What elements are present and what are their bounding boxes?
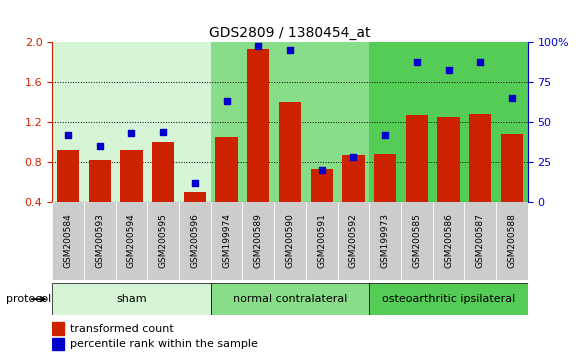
Bar — [338, 42, 369, 202]
Text: GSM200596: GSM200596 — [190, 213, 200, 268]
Bar — [338, 202, 369, 280]
Text: GSM200589: GSM200589 — [254, 213, 263, 268]
Text: protocol: protocol — [6, 294, 51, 304]
Text: osteoarthritic ipsilateral: osteoarthritic ipsilateral — [382, 294, 515, 304]
Text: transformed count: transformed count — [70, 324, 174, 333]
Bar — [84, 42, 115, 202]
Point — [317, 167, 327, 173]
Bar — [279, 102, 301, 202]
Title: GDS2809 / 1380454_at: GDS2809 / 1380454_at — [209, 26, 371, 40]
Text: GSM200587: GSM200587 — [476, 213, 485, 268]
Point — [190, 180, 200, 185]
Bar — [465, 42, 496, 202]
Bar — [216, 137, 238, 202]
Point — [127, 131, 136, 136]
Point — [508, 96, 517, 101]
Bar — [84, 202, 115, 280]
Point — [158, 129, 168, 135]
Point — [476, 59, 485, 64]
Bar — [57, 150, 79, 202]
Text: GSM199974: GSM199974 — [222, 213, 231, 268]
Bar — [437, 117, 459, 202]
Bar — [369, 283, 528, 315]
Bar — [401, 202, 433, 280]
Bar — [369, 42, 401, 202]
Bar — [496, 42, 528, 202]
Point — [285, 48, 295, 53]
Text: GSM200591: GSM200591 — [317, 213, 326, 268]
Bar — [247, 50, 269, 202]
Bar — [179, 202, 211, 280]
Bar — [211, 283, 369, 315]
Bar — [52, 322, 64, 335]
Bar — [433, 42, 465, 202]
Bar — [211, 42, 242, 202]
Text: sham: sham — [116, 294, 147, 304]
Point — [412, 59, 422, 64]
Bar — [311, 169, 333, 202]
Bar — [89, 160, 111, 202]
Text: percentile rank within the sample: percentile rank within the sample — [70, 339, 258, 349]
Bar — [147, 202, 179, 280]
Bar — [52, 338, 64, 350]
Point — [444, 67, 453, 73]
Bar — [184, 192, 206, 202]
Point — [380, 132, 390, 138]
Text: GSM199973: GSM199973 — [380, 213, 390, 268]
Bar — [115, 202, 147, 280]
Bar — [242, 42, 274, 202]
Bar — [306, 202, 338, 280]
Bar — [211, 202, 242, 280]
Text: GSM200585: GSM200585 — [412, 213, 421, 268]
Bar — [465, 202, 496, 280]
Point — [63, 132, 72, 138]
Point — [349, 154, 358, 160]
Text: GSM200586: GSM200586 — [444, 213, 453, 268]
Bar — [242, 202, 274, 280]
Bar — [501, 134, 523, 202]
Bar — [274, 42, 306, 202]
Bar — [52, 42, 84, 202]
Bar — [406, 115, 428, 202]
Text: GSM200593: GSM200593 — [95, 213, 104, 268]
Text: GSM200592: GSM200592 — [349, 213, 358, 268]
Bar — [179, 42, 211, 202]
Bar — [274, 202, 306, 280]
Text: GSM200588: GSM200588 — [508, 213, 516, 268]
Bar — [342, 155, 364, 202]
Text: GSM200595: GSM200595 — [159, 213, 168, 268]
Bar — [469, 114, 491, 202]
Text: GSM200594: GSM200594 — [127, 213, 136, 268]
Text: GSM200584: GSM200584 — [64, 213, 72, 268]
Bar — [52, 202, 84, 280]
Bar — [121, 150, 143, 202]
Point — [253, 43, 263, 48]
Bar — [115, 42, 147, 202]
Bar — [374, 154, 396, 202]
Text: GSM200590: GSM200590 — [285, 213, 295, 268]
Text: normal contralateral: normal contralateral — [233, 294, 347, 304]
Bar — [433, 202, 465, 280]
Bar — [369, 202, 401, 280]
Bar — [496, 202, 528, 280]
Bar — [401, 42, 433, 202]
Point — [95, 143, 104, 149]
Bar — [52, 283, 211, 315]
Bar — [147, 42, 179, 202]
Bar — [152, 142, 174, 202]
Bar — [306, 42, 338, 202]
Point — [222, 98, 231, 104]
